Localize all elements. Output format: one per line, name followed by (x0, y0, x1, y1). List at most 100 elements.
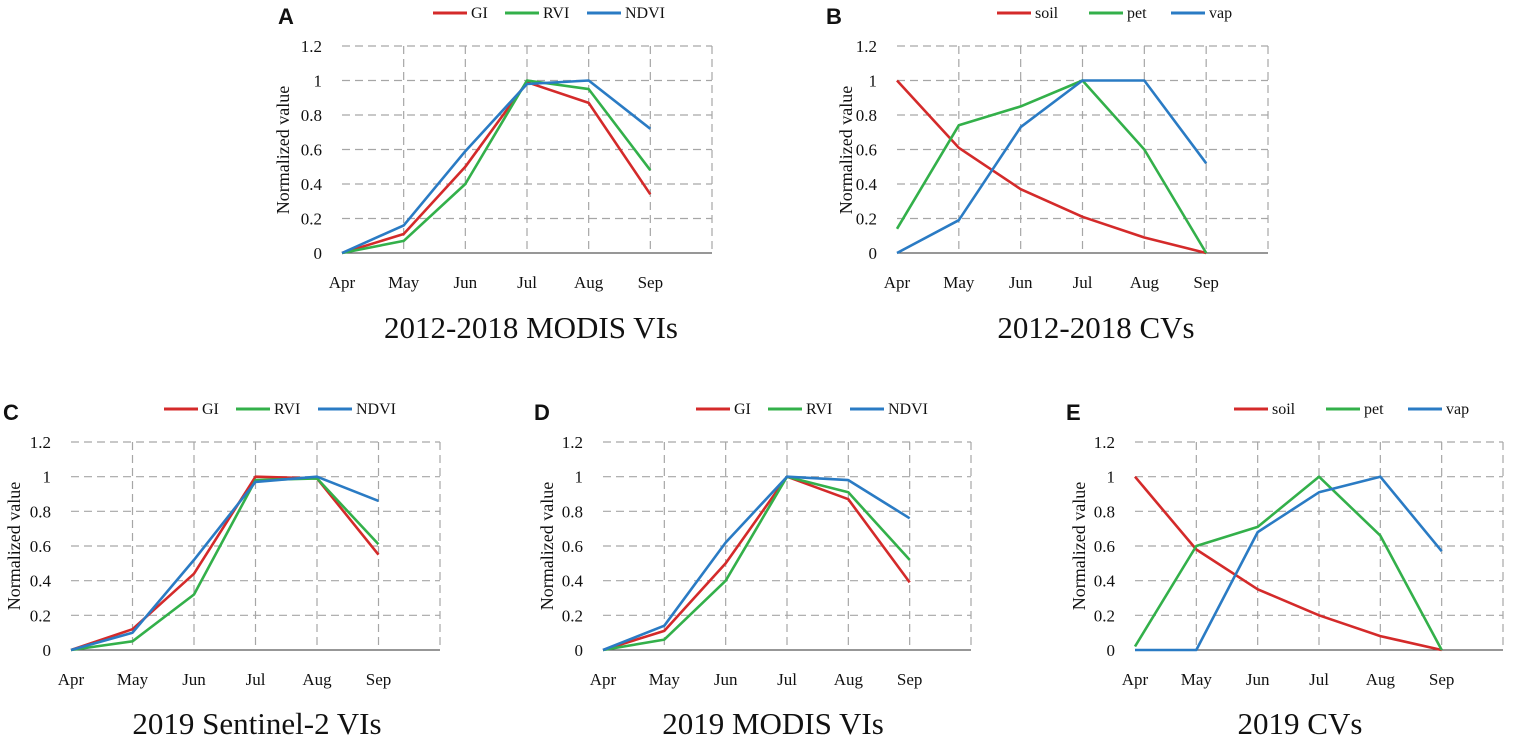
y-axis-label-a: Normalized value (273, 86, 293, 214)
series-line-vap-e (1135, 475, 1443, 652)
panel-label-b: B (826, 4, 842, 29)
series-line-rvi-d (602, 475, 911, 652)
y-tick-label-a: 1.2 (301, 37, 322, 56)
x-tick-label-d: Apr (590, 670, 617, 689)
x-tick-label-a: Jun (454, 273, 478, 292)
x-tick-label-e: Jul (1309, 670, 1329, 689)
legend-label-rvi-d: RVI (806, 401, 832, 418)
x-tick-label-c: Jun (182, 670, 206, 689)
plot-area-e: 0 0.2 0.4 0.6 0.8 1 1.2 Apr May Jun Jul Aug Sep (1094, 433, 1504, 689)
y-tick-label-d: 0.2 (562, 606, 583, 625)
legend-label-vap-e: vap (1446, 401, 1469, 418)
x-tick-label-b: Sep (1193, 273, 1219, 292)
y-tick-label-a: 0.8 (301, 106, 322, 125)
y-tick-label-e: 1.2 (1094, 433, 1115, 452)
y-tick-label-a: 1 (314, 72, 323, 91)
y-tick-label-a: 0.2 (301, 210, 322, 229)
series-line-pet-b (895, 79, 1208, 254)
y-tick-label-e: 1 (1107, 468, 1116, 487)
y-tick-label-e: 0.4 (1094, 572, 1116, 591)
legend-label-gi-c: GI (202, 401, 219, 418)
y-tick-label-c: 0.4 (30, 572, 52, 591)
chart-panel-c: C GI RVI NDVI 0 0.2 0.4 0.6 0.8 1 1.2 Apr May Jun Ju… (3, 400, 441, 741)
y-tick-label-b: 0.6 (856, 141, 877, 160)
legend-label-rvi-c: RVI (274, 401, 300, 418)
y-axis-label-b: Normalized value (836, 86, 856, 214)
x-tick-label-d: May (649, 670, 681, 689)
series-line-soil-b (896, 79, 1207, 255)
y-tick-label-c: 0 (43, 641, 52, 660)
y-tick-label-d: 1.2 (562, 433, 583, 452)
y-tick-label-d: 0.6 (562, 537, 583, 556)
chart-title-c: 2019 Sentinel-2 VIs (132, 706, 381, 741)
x-tick-label-d: Jun (714, 670, 738, 689)
y-tick-label-e: 0.8 (1094, 502, 1115, 521)
series-line-pet-e (1133, 475, 1443, 651)
legend-label-gi-a: GI (471, 5, 488, 22)
y-tick-label-b: 1.2 (856, 37, 877, 56)
chart-panel-b: B soil pet vap 0 0.2 0.4 0.6 0.8 1 1.2 Apr May Jun J… (826, 4, 1269, 345)
legend-label-rvi-a: RVI (543, 5, 569, 22)
chart-title-a: 2012-2018 MODIS VIs (384, 310, 678, 345)
plot-area-b: 0 0.2 0.4 0.6 0.8 1 1.2 Apr May Jun Jul Aug Sep (856, 37, 1269, 292)
series-line-ndvi-c (70, 475, 379, 652)
y-tick-label-b: 0 (869, 244, 878, 263)
y-tick-label-b: 0.4 (856, 175, 878, 194)
series-line-rvi-c (70, 477, 380, 652)
legend-c: GI RVI NDVI (164, 401, 396, 418)
chart-panel-e: E soil pet vap 0 0.2 0.4 0.6 0.8 1 1.2 Apr May Jun J… (1066, 400, 1504, 741)
series-line-rvi-a (341, 79, 652, 255)
x-tick-label-b: May (943, 273, 975, 292)
y-tick-label-d: 0.8 (562, 502, 583, 521)
y-tick-label-c: 0.8 (30, 502, 51, 521)
y-tick-label-e: 0.2 (1094, 606, 1115, 625)
x-tick-label-c: Sep (366, 670, 392, 689)
x-tick-label-a: May (388, 273, 420, 292)
x-tick-label-c: Apr (58, 670, 85, 689)
x-tick-label-e: Aug (1366, 670, 1396, 689)
y-axis-label-c: Normalized value (4, 482, 24, 610)
y-tick-label-d: 0 (575, 641, 584, 660)
x-tick-label-d: Aug (834, 670, 864, 689)
panel-label-c: C (3, 400, 19, 425)
x-tick-label-b: Aug (1130, 273, 1160, 292)
y-tick-label-c: 0.6 (30, 537, 51, 556)
panel-label-d: D (534, 400, 550, 425)
y-tick-label-b: 1 (869, 72, 878, 91)
y-tick-label-c: 1 (43, 468, 52, 487)
x-tick-label-a: Jul (517, 273, 537, 292)
legend-label-soil-b: soil (1035, 5, 1059, 22)
y-tick-label-a: 0 (314, 244, 323, 263)
x-tick-label-d: Sep (897, 670, 923, 689)
series-line-soil-e (1134, 475, 1442, 652)
x-tick-label-a: Aug (574, 273, 604, 292)
y-axis-label-e: Normalized value (1069, 482, 1089, 610)
y-tick-label-d: 0.4 (562, 572, 584, 591)
chart-title-e: 2019 CVs (1238, 706, 1363, 741)
legend-label-ndvi-c: NDVI (356, 401, 396, 418)
x-tick-label-b: Jul (1073, 273, 1093, 292)
x-tick-label-e: Jun (1246, 670, 1270, 689)
legend-d: GI RVI NDVI (696, 401, 928, 418)
plot-area-c: 0 0.2 0.4 0.6 0.8 1 1.2 Apr May Jun Jul Aug Sep (30, 433, 441, 689)
legend-a: GI RVI NDVI (433, 5, 665, 22)
y-tick-label-d: 1 (575, 468, 584, 487)
y-tick-label-b: 0.2 (856, 210, 877, 229)
series-line-vap-b (896, 79, 1208, 255)
legend-e: soil pet vap (1234, 401, 1469, 418)
legend-label-gi-d: GI (734, 401, 751, 418)
legend-label-soil-e: soil (1272, 401, 1296, 418)
x-tick-label-a: Apr (329, 273, 356, 292)
plot-area-a: 0 0.2 0.4 0.6 0.8 1 1.2 Apr May Jun Jul Aug Sep (301, 37, 713, 292)
y-tick-label-a: 0.4 (301, 175, 323, 194)
chart-panel-a: A GI RVI NDVI 0 0.2 0.4 0.6 0.8 1 1.2 Apr May Jun Ju… (273, 4, 713, 345)
x-tick-label-b: Apr (884, 273, 911, 292)
x-tick-label-c: May (117, 670, 149, 689)
legend-label-pet-b: pet (1127, 5, 1147, 22)
plot-area-d: 0 0.2 0.4 0.6 0.8 1 1.2 Apr May Jun Jul Aug Sep (562, 433, 972, 689)
legend-b: soil pet vap (997, 5, 1232, 22)
series-line-gi-c (70, 475, 380, 652)
series-line-ndvi-d (602, 475, 911, 652)
x-tick-label-c: Aug (302, 670, 332, 689)
